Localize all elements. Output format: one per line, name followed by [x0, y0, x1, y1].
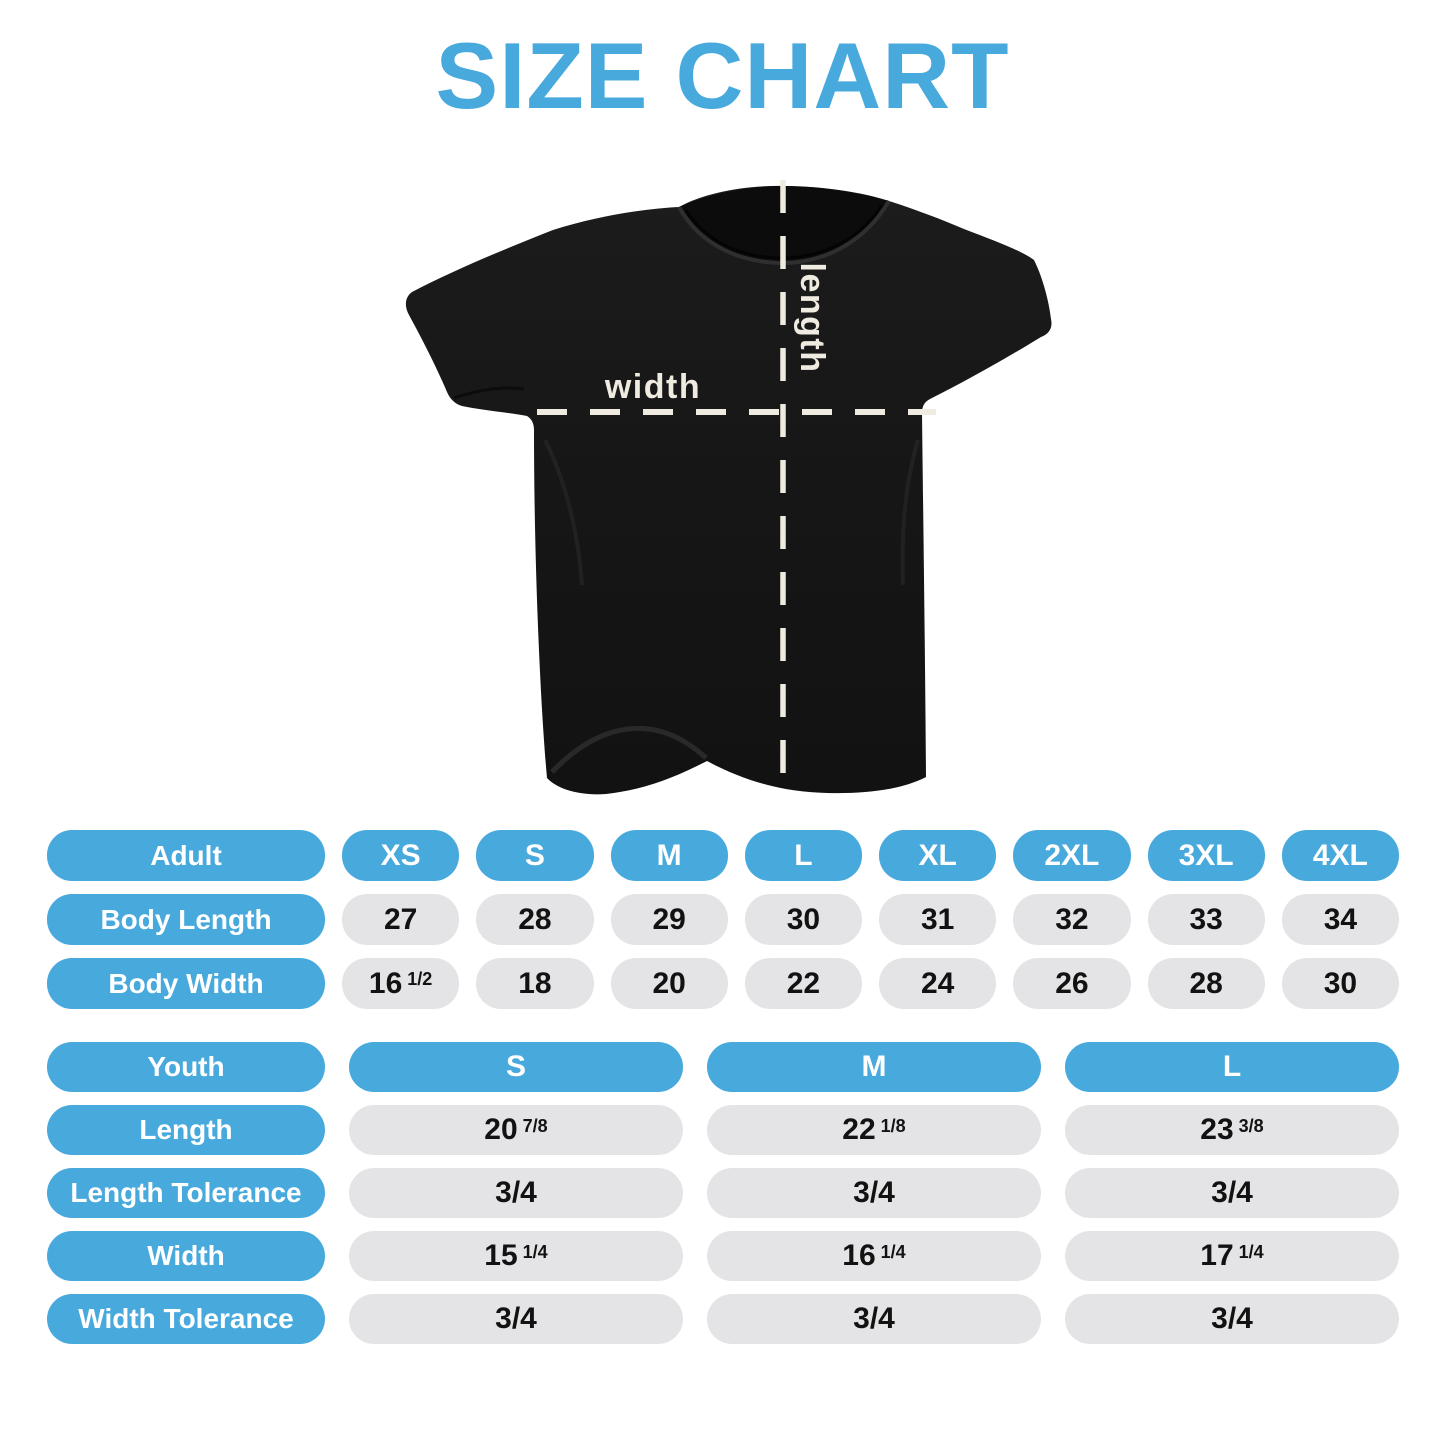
row-label-length-tolerance: Length Tolerance	[47, 1168, 325, 1218]
adult-size-header: S	[476, 830, 594, 881]
youth-table-title: Youth	[47, 1042, 325, 1092]
adult-table-title: Adult	[47, 830, 325, 881]
value-number: 32	[1055, 902, 1089, 936]
adult-size-header: 2XL	[1013, 830, 1131, 881]
value-number: 16	[368, 966, 403, 1000]
adult-size-header: XS	[342, 830, 460, 881]
body-width-value: 22	[744, 958, 862, 1009]
body-width-value: 16 1/2	[342, 958, 460, 1009]
body-length-value: 27	[342, 894, 460, 945]
value-number: 30	[1323, 966, 1358, 1000]
hem-fold	[550, 725, 708, 774]
body-width-value: 28	[1147, 958, 1265, 1009]
value-number: 24	[920, 966, 955, 1000]
body-width-value: 20	[610, 958, 728, 1009]
value-number: 3/4	[495, 1176, 537, 1209]
value-fraction: 1/4	[880, 1241, 906, 1262]
body-width-value: 30	[1281, 958, 1399, 1009]
body-length-value: 32	[1013, 894, 1131, 945]
youth-width-tolerance-value: 3/4	[1065, 1294, 1399, 1344]
youth-length-tolerance-value: 3/4	[707, 1168, 1041, 1218]
width-label: width	[604, 368, 701, 406]
youth-length-tolerance-value: 3/4	[1065, 1168, 1399, 1218]
value-number: 33	[1189, 902, 1223, 936]
adult-size-header: 3XL	[1147, 830, 1265, 881]
youth-width-tolerance-value: 3/4	[707, 1294, 1041, 1344]
youth-size-table: Youth S M L Length 20 7/8 22 1/8 23 3/8 Len…	[47, 1042, 1399, 1344]
body-length-value: 28	[476, 894, 594, 945]
youth-width-value: 16 1/4	[707, 1231, 1041, 1281]
body-length-value: 29	[610, 894, 728, 945]
value-number: 16	[842, 1239, 876, 1272]
value-number: 3/4	[853, 1302, 895, 1335]
value-number: 31	[920, 902, 955, 936]
youth-length-value: 22 1/8	[707, 1105, 1041, 1155]
adult-size-header: M	[610, 830, 728, 881]
youth-size-header: M	[707, 1042, 1041, 1092]
value-number: 28	[1189, 966, 1223, 1000]
value-number: 30	[786, 902, 821, 936]
value-number: 27	[383, 902, 418, 936]
value-number: 17	[1200, 1239, 1234, 1272]
value-number: 22	[842, 1113, 876, 1146]
value-fraction: 1/4	[522, 1241, 548, 1262]
value-fraction: 3/8	[1238, 1115, 1264, 1136]
length-label: length	[793, 263, 831, 374]
body-width-value: 24	[879, 958, 997, 1009]
adult-size-header: 4XL	[1281, 830, 1399, 881]
value-number: 20	[484, 1113, 518, 1146]
tshirt-measurement-diagram: width length	[405, 180, 1052, 795]
youth-length-value: 20 7/8	[349, 1105, 683, 1155]
youth-width-value: 17 1/4	[1065, 1231, 1399, 1281]
body-length-value: 31	[879, 894, 997, 945]
wrinkle-right	[900, 439, 920, 586]
wrinkle-left	[543, 439, 584, 586]
youth-length-tolerance-value: 3/4	[349, 1168, 683, 1218]
adult-size-header: XL	[879, 830, 997, 881]
value-fraction: 1/4	[1238, 1241, 1264, 1262]
row-label-body-width: Body Width	[47, 958, 325, 1009]
value-fraction: 1/2	[407, 969, 433, 989]
value-number: 34	[1323, 902, 1358, 936]
row-label-width-tolerance: Width Tolerance	[47, 1294, 325, 1344]
youth-width-value: 15 1/4	[349, 1231, 683, 1281]
youth-width-tolerance-value: 3/4	[349, 1294, 683, 1344]
value-number: 20	[652, 966, 686, 1000]
value-number: 3/4	[495, 1302, 537, 1335]
value-number: 23	[1200, 1113, 1234, 1146]
value-number: 15	[484, 1239, 518, 1272]
value-number: 22	[786, 966, 821, 1000]
row-label-body-length: Body Length	[47, 894, 325, 945]
row-label-width: Width	[47, 1231, 325, 1281]
youth-size-header: L	[1065, 1042, 1399, 1092]
value-number: 29	[652, 902, 686, 936]
page-title: SIZE CHART	[435, 23, 1010, 128]
youth-length-value: 23 3/8	[1065, 1105, 1399, 1155]
value-number: 3/4	[1211, 1176, 1253, 1209]
body-length-value: 34	[1281, 894, 1399, 945]
value-number: 26	[1055, 966, 1089, 1000]
body-width-value: 18	[476, 958, 594, 1009]
value-number: 3/4	[853, 1176, 895, 1209]
adult-size-table: Adult XS S M L XL 2XL 3XL 4XL Body Lengt…	[47, 830, 1399, 1009]
youth-size-header: S	[349, 1042, 683, 1092]
sleeve-seam-left	[453, 386, 525, 400]
body-length-value: 30	[744, 894, 862, 945]
value-number: 3/4	[1211, 1302, 1253, 1335]
value-fraction: 7/8	[522, 1115, 548, 1136]
row-label-length: Length	[47, 1105, 325, 1155]
body-length-value: 33	[1147, 894, 1265, 945]
value-number: 18	[518, 966, 552, 1000]
adult-size-header: L	[744, 830, 862, 881]
body-width-value: 26	[1013, 958, 1131, 1009]
tshirt-silhouette	[405, 185, 1052, 795]
value-number: 28	[518, 902, 552, 936]
tshirt-collar	[679, 186, 889, 263]
value-fraction: 1/8	[880, 1115, 906, 1136]
